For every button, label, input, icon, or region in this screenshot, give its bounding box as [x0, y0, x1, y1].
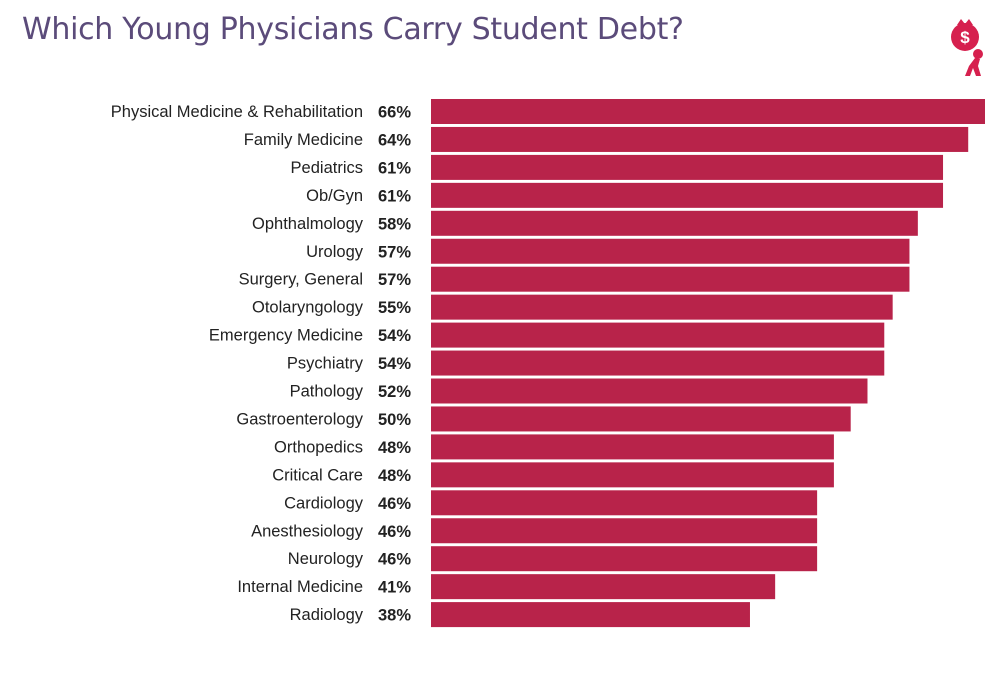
bar: [431, 294, 893, 320]
category-label: Pediatrics: [291, 159, 363, 177]
category-label: Cardiology: [284, 494, 364, 512]
category-label: Critical Care: [272, 466, 363, 484]
bar: [431, 518, 818, 544]
bar: [431, 490, 818, 516]
bar: [431, 126, 969, 152]
category-label: Radiology: [290, 606, 364, 624]
value-label: 41%: [378, 579, 411, 597]
bar: [431, 182, 944, 208]
bar: [431, 378, 868, 404]
bar: [431, 406, 851, 432]
value-label: 61%: [378, 187, 411, 205]
value-label: 46%: [378, 523, 411, 541]
category-label: Urology: [306, 243, 364, 261]
value-label: 46%: [378, 551, 411, 569]
category-label: Neurology: [288, 550, 364, 568]
category-label: Emergency Medicine: [209, 327, 363, 345]
value-label: 48%: [378, 467, 411, 485]
category-label: Pathology: [290, 383, 364, 401]
bar: [431, 210, 918, 236]
bar: [431, 546, 818, 572]
bar: [431, 462, 834, 488]
person-carrying-money-bag-icon: $: [951, 19, 983, 76]
bar: [431, 350, 885, 376]
category-label: Internal Medicine: [237, 578, 363, 596]
value-label: 57%: [378, 243, 411, 261]
category-label: Psychiatry: [287, 355, 364, 373]
category-label: Ob/Gyn: [306, 187, 363, 205]
bar: [431, 322, 885, 348]
bar: [431, 602, 750, 628]
category-label: Gastroenterology: [236, 410, 363, 428]
bar: [431, 266, 910, 292]
category-label: Surgery, General: [239, 271, 363, 289]
bar: [431, 434, 834, 460]
value-label: 52%: [378, 383, 411, 401]
svg-text:$: $: [960, 28, 970, 47]
value-label: 66%: [378, 104, 411, 122]
value-label: 58%: [378, 215, 411, 233]
bar: [431, 99, 985, 124]
value-label: 64%: [378, 131, 411, 149]
value-label: 48%: [378, 439, 411, 457]
category-label: Otolaryngology: [252, 299, 364, 317]
value-label: 46%: [378, 495, 411, 513]
bar: [431, 574, 776, 600]
value-label: 38%: [378, 607, 411, 625]
value-label: 55%: [378, 299, 411, 317]
category-label: Physical Medicine & Rehabilitation: [111, 103, 363, 121]
value-label: 50%: [378, 411, 411, 429]
value-label: 54%: [378, 327, 411, 345]
category-label: Orthopedics: [274, 438, 363, 456]
bar: [431, 238, 910, 264]
value-label: 61%: [378, 159, 411, 177]
value-label: 57%: [378, 271, 411, 289]
value-label: 54%: [378, 355, 411, 373]
chart-title: Which Young Physicians Carry Student Deb…: [22, 12, 684, 47]
bar: [431, 154, 944, 180]
category-label: Anesthesiology: [251, 522, 364, 540]
category-label: Family Medicine: [244, 131, 363, 149]
category-label: Ophthalmology: [252, 215, 364, 233]
